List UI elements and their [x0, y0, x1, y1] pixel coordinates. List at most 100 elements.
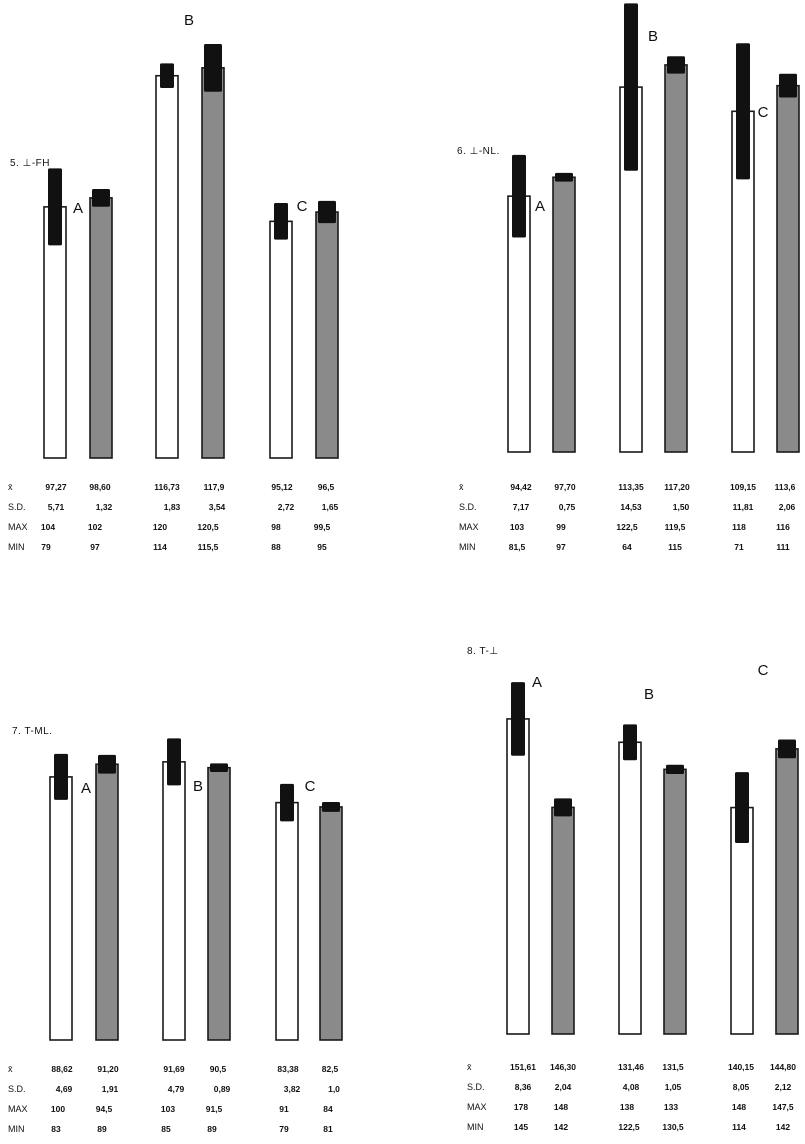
chart-panel-7: 7. T-ML. A B C x̄ 88,62 91,20 91,69 90,5…	[0, 572, 400, 1144]
stats-cell: 97,27	[45, 482, 67, 492]
bar-a-series-2	[95, 763, 119, 1041]
bar-b-series-2	[664, 64, 688, 453]
stats-cell: 95	[317, 542, 327, 552]
stats-cell: 3,82	[283, 1084, 301, 1094]
stats-cell: 83	[51, 1124, 61, 1134]
sd-marker-a-series-1	[511, 682, 525, 756]
chart-panel-5: 5. ⊥-FH A B C x̄ 97,27 98,60 116,73 117,…	[0, 0, 400, 570]
stats-row-max: MAX 100 94,5 103 91,5 91 84	[0, 1104, 400, 1116]
bar-c-series-2	[319, 806, 343, 1041]
stats-cell: 83,38	[277, 1064, 299, 1074]
chart-title: 7. T-ML.	[12, 726, 53, 737]
sd-marker-a-series-1	[48, 168, 62, 246]
bar-a-series-1	[506, 718, 530, 1035]
group-label-b: B	[643, 686, 655, 703]
sd-marker-a-series-2	[555, 172, 573, 182]
stats-row-label: S.D.	[8, 502, 26, 512]
stats-row-label: S.D.	[8, 1084, 26, 1094]
stats-cell: 1,91	[101, 1084, 119, 1094]
stats-cell: 99,5	[313, 522, 331, 532]
bar-c-series-2	[776, 84, 800, 453]
stats-cell: 88,62	[51, 1064, 73, 1074]
sd-marker-b-series-2	[666, 764, 684, 774]
stats-row-label: x̄	[467, 1062, 472, 1072]
group-label-a: A	[534, 198, 546, 215]
stats-cell: 138	[619, 1102, 635, 1112]
bar-b-series-2	[663, 768, 687, 1035]
stats-cell: 145	[513, 1122, 529, 1132]
bar-a-series-2	[552, 176, 576, 453]
stats-row-max: MAX 104 102 120 120,5 98 99,5	[0, 522, 400, 534]
stats-cell: 118	[732, 522, 746, 532]
stats-cell: 116	[776, 522, 790, 532]
stats-cell: 91,20	[97, 1064, 119, 1074]
stats-cell: 119,5	[664, 522, 686, 532]
stats-cell: 2,06	[778, 502, 796, 512]
stats-cell: 0,89	[213, 1084, 231, 1094]
stats-row-min: MIN 145 142 122,5 130,5 114 142	[405, 1122, 805, 1134]
group-label-b: B	[647, 28, 659, 45]
stats-cell: 98,60	[89, 482, 111, 492]
group-label-a: A	[531, 674, 543, 691]
stats-row-mean: x̄ 88,62 91,20 91,69 90,5 83,38 82,5	[0, 1064, 400, 1076]
group-label-b: B	[183, 12, 195, 29]
stats-cell: 89	[207, 1124, 217, 1134]
stats-cell: 97	[90, 542, 100, 552]
bar-b-series-2	[201, 67, 225, 459]
stats-row-min: MIN 81,5 97 64 115 71 111	[405, 542, 805, 554]
stats-cell: 113,35	[618, 482, 644, 492]
sd-marker-a-series-2	[554, 798, 572, 817]
stats-row-label: MAX	[467, 1102, 487, 1112]
stats-row-label: S.D.	[467, 1082, 485, 1092]
bar-b-series-1	[162, 761, 186, 1041]
bar-a-series-2	[551, 806, 575, 1035]
stats-cell: 117,20	[664, 482, 690, 492]
stats-cell: 104	[40, 522, 56, 532]
sd-marker-b-series-1	[623, 724, 637, 761]
stats-cell: 99	[556, 522, 566, 532]
stats-cell: 8,36	[514, 1082, 532, 1092]
stats-cell: 4,79	[167, 1084, 185, 1094]
bar-c-series-2	[315, 211, 339, 459]
stats-cell: 133	[663, 1102, 679, 1112]
stats-cell: 1,83	[163, 502, 181, 512]
sd-marker-b-series-2	[204, 43, 222, 92]
stats-cell: 91	[279, 1104, 289, 1114]
chart-svg-5	[43, 43, 339, 459]
sd-marker-b-series-2	[667, 56, 685, 74]
stats-cell: 113,6	[774, 482, 796, 492]
group-label-b: B	[192, 778, 204, 795]
stats-cell: 122,5	[618, 1122, 640, 1132]
chart-svg-7	[49, 738, 343, 1041]
stats-cell: 103	[509, 522, 525, 532]
group-label-c: C	[296, 198, 308, 215]
stats-cell: 131,5	[662, 1062, 684, 1072]
stats-cell: 1,0	[328, 1084, 340, 1094]
sd-marker-a-series-2	[98, 754, 116, 774]
stats-cell: 142	[553, 1122, 569, 1132]
stats-cell: 14,53	[620, 502, 642, 512]
stats-row-max: MAX 178 148 138 133 148 147,5	[405, 1102, 805, 1114]
stats-cell: 130,5	[662, 1122, 684, 1132]
stats-cell: 114	[732, 1122, 746, 1132]
stats-cell: 147,5	[772, 1102, 794, 1112]
stats-cell: 100	[50, 1104, 66, 1114]
sd-marker-c-series-1	[280, 783, 294, 822]
sd-marker-a-series-1	[54, 753, 68, 800]
bar-b-series-1	[155, 74, 179, 459]
stats-cell: 116,73	[154, 482, 180, 492]
stats-row-sd: S.D. 5,71 1,32 1,83 3,54 2,72 1,65	[0, 502, 400, 514]
stats-cell: 1,05	[664, 1082, 682, 1092]
stats-cell: 82,5	[321, 1064, 339, 1074]
stats-cell: 1,65	[321, 502, 339, 512]
stats-row-sd: S.D. 8,36 2,04 4,08 1,05 8,05 2,12	[405, 1082, 805, 1094]
stats-cell: 5,71	[47, 502, 65, 512]
stats-cell: 91,5	[205, 1104, 223, 1114]
stats-cell: 120	[152, 522, 168, 532]
stats-cell: 89	[97, 1124, 107, 1134]
stats-cell: 4,08	[622, 1082, 640, 1092]
stats-cell: 81,5	[508, 542, 526, 552]
stats-cell: 4,69	[55, 1084, 73, 1094]
stats-cell: 11,81	[732, 502, 754, 512]
stats-cell: 1,50	[672, 502, 690, 512]
